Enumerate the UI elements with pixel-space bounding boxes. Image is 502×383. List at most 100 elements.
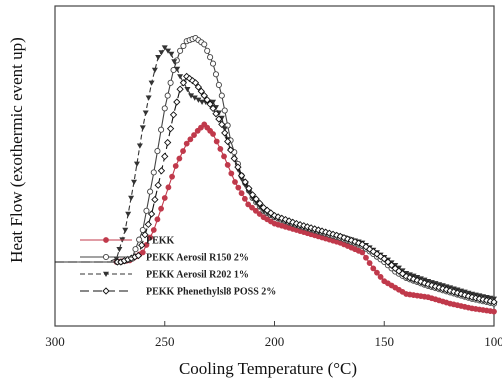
data-point [256,211,263,217]
data-point [221,126,228,132]
legend-marker [103,271,109,277]
data-point [177,74,184,80]
data-point [188,93,195,99]
data-point [132,246,139,253]
data-point [218,120,226,129]
data-point [221,107,228,114]
data-point [180,42,187,50]
data-point [161,195,168,201]
data-point [191,95,198,101]
data-point [210,99,217,105]
data-point [453,289,462,297]
data-point [191,79,200,87]
data-point [164,92,171,99]
data-point [241,195,248,202]
data-point [113,256,120,262]
data-point [238,190,245,197]
data-point [128,195,135,201]
data-point [134,251,143,260]
series-layer [55,34,498,315]
data-point [183,140,190,147]
data-point [197,87,205,95]
data-point [161,152,169,161]
data-point [366,260,373,266]
data-point [147,234,154,241]
data-point [234,163,242,171]
data-point [212,110,220,118]
legend: PEKK PEKK Aerosil R150 2% PEKK Aerosil R20… [80,236,276,298]
legend-label: PEKK Aerosil R150 2% [146,253,249,264]
data-point [154,148,161,155]
data-point [154,181,162,189]
data-point [136,236,143,243]
data-point [168,51,175,57]
data-point [289,218,297,226]
data-point [147,210,156,218]
data-point [215,115,223,123]
series-4 [55,72,498,306]
data-point [226,146,235,154]
data-point [365,245,374,253]
data-point [248,191,257,199]
data-point [191,132,197,138]
data-point [363,254,369,261]
data-point [209,104,217,113]
data-point [195,97,202,103]
data-point [165,184,172,191]
data-point [167,79,174,86]
data-point [207,54,214,61]
data-point [218,92,225,99]
data-point [125,211,132,217]
data-point [150,227,157,233]
data-point [420,279,429,287]
data-point [133,161,140,167]
data-point [150,169,157,176]
data-point [157,167,166,175]
data-point [131,179,138,185]
data-point [209,60,217,67]
data-point [237,171,246,180]
data-point [142,110,149,116]
data-point [344,235,352,243]
data-point [139,125,146,131]
data-point [201,41,208,48]
series-1 [55,121,497,315]
data-point [224,162,231,168]
x-tick-label: 200 [265,334,285,349]
data-point [491,308,497,315]
data-point [143,207,150,214]
data-point [428,281,436,290]
data-point [490,298,498,306]
data-point [228,170,235,177]
data-point [165,48,172,54]
data-point [176,85,184,93]
x-tick-label: 250 [155,334,175,349]
data-point [122,227,129,233]
data-point [217,146,224,152]
data-point [387,261,396,269]
x-axis-title: Cooling Temperature (°C) [179,359,357,378]
data-point [210,131,216,137]
data-point [136,143,143,149]
data-point [145,95,152,101]
data-point [376,252,385,261]
data-point [235,184,242,191]
data-point [212,71,220,78]
data-point [155,55,162,61]
data-point [384,258,392,266]
legend-entry: PEKK Aerosil R150 2% [80,253,249,264]
data-point [179,79,188,87]
x-tick-layer: 300 250 200 150 100 [45,321,502,349]
data-point [154,216,161,223]
legend-entry: PEKK [80,236,175,247]
data-point [169,111,178,119]
data-point [151,67,158,73]
data-point [176,155,183,162]
data-point [158,50,165,56]
data-point [380,255,388,263]
data-point [245,184,253,193]
legend-label: PEKK Aerosil R202 1% [146,270,249,281]
data-point [139,226,146,234]
data-point [158,126,165,133]
data-point [177,47,184,54]
